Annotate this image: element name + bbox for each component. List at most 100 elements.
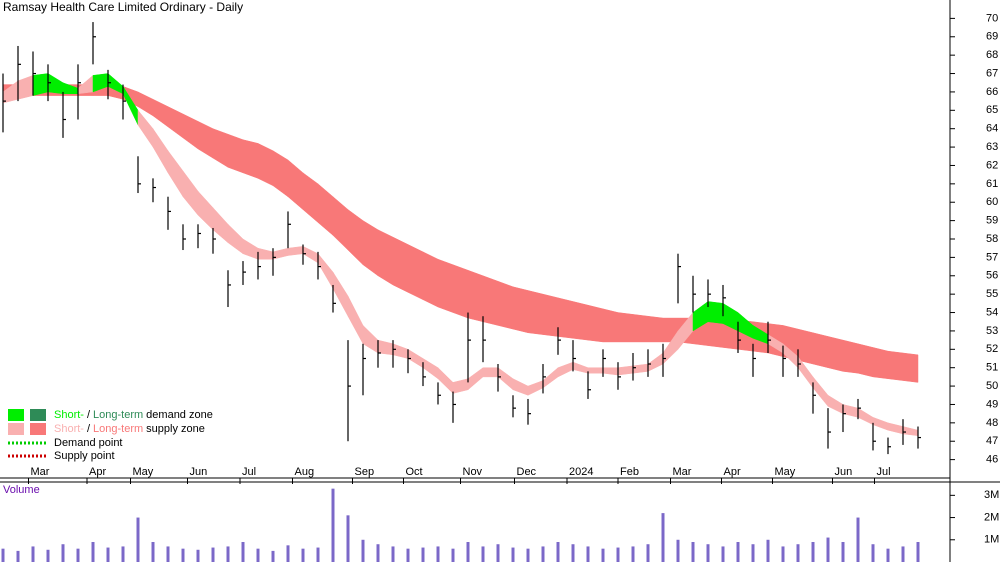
long-term-band <box>827 336 844 372</box>
volume-bar <box>16 550 20 562</box>
volume-bar <box>526 548 530 562</box>
y-tick-label: 49 <box>986 398 998 410</box>
y-tick-label: 66 <box>986 86 998 98</box>
volume-bar <box>586 546 590 562</box>
legend-swatch <box>8 409 24 421</box>
x-tick-label: Sep <box>355 466 375 478</box>
long-term-band <box>647 315 664 343</box>
long-term-band <box>557 297 574 339</box>
long-term-band <box>422 251 439 308</box>
long-term-band <box>872 347 889 380</box>
short-term-band <box>707 301 724 324</box>
volume-bar <box>316 547 320 562</box>
volume-bar <box>901 546 905 562</box>
long-term-band <box>602 308 619 343</box>
long-term-band <box>497 280 514 330</box>
short-term-band <box>482 367 499 378</box>
volume-bar <box>301 548 305 562</box>
volume-bar <box>181 548 185 562</box>
y-tick-label: 64 <box>986 123 998 135</box>
x-tick-label: Apr <box>89 466 106 478</box>
y-tick-label: 59 <box>986 215 998 227</box>
x-tick-label: Aug <box>295 466 315 478</box>
legend-text: / <box>87 409 91 421</box>
volume-bar <box>136 517 140 562</box>
long-term-band <box>902 352 919 383</box>
short-term-band <box>587 367 604 374</box>
y-tick-label: 62 <box>986 159 998 171</box>
y-tick-label: 50 <box>986 380 998 392</box>
long-term-band <box>857 343 874 378</box>
long-term-band <box>467 269 484 323</box>
volume-bar <box>541 546 545 562</box>
y-tick-label: 60 <box>986 196 998 208</box>
long-term-band <box>797 328 814 365</box>
long-term-band <box>842 339 859 374</box>
volume-bar <box>271 550 275 562</box>
volume-bar <box>76 548 80 562</box>
x-tick-label: May <box>775 466 796 478</box>
volume-bar <box>886 548 890 562</box>
long-term-band <box>887 350 904 381</box>
x-tick-label: Jul <box>242 466 256 478</box>
volume-bar <box>481 546 485 562</box>
y-tick-label: 61 <box>986 178 998 190</box>
volume-bar <box>391 546 395 562</box>
volume-bar <box>706 544 710 562</box>
y-tick-label: 52 <box>986 343 998 355</box>
volume-bar <box>1 548 5 562</box>
volume-tick-label: 2M <box>984 511 999 523</box>
y-tick-label: 53 <box>986 325 998 337</box>
long-term-band <box>407 244 424 301</box>
x-tick-label: Jun <box>190 466 208 478</box>
volume-bar <box>646 544 650 562</box>
volume-bar <box>871 544 875 562</box>
volume-bar <box>796 544 800 562</box>
volume-bar <box>436 546 440 562</box>
long-term-band <box>482 275 499 326</box>
y-tick-label: 68 <box>986 49 998 61</box>
y-tick-label: 55 <box>986 288 998 300</box>
y-tick-label: 58 <box>986 233 998 245</box>
volume-bar <box>196 549 200 562</box>
x-tick-label: Oct <box>406 466 423 478</box>
x-tick-label: Feb <box>620 466 639 478</box>
long-term-band <box>587 304 604 343</box>
x-tick-label: May <box>133 466 154 478</box>
volume-label: Volume <box>3 484 40 496</box>
y-tick-label: 46 <box>986 454 998 466</box>
legend-entry: Demand point <box>54 437 123 449</box>
legend-text: Short- <box>54 423 84 435</box>
long-term-band <box>572 301 589 341</box>
volume-bar <box>346 515 350 562</box>
legend-text: Long-term <box>93 423 143 435</box>
y-tick-label: 48 <box>986 417 998 429</box>
long-term-band <box>257 142 274 187</box>
volume-bar <box>676 539 680 562</box>
long-term-band <box>452 264 469 319</box>
volume-bar <box>406 548 410 562</box>
volume-bar <box>856 517 860 562</box>
volume-tick-label: 1M <box>984 534 999 546</box>
volume-bar <box>226 546 230 562</box>
volume-bar <box>496 544 500 562</box>
volume-bar <box>766 539 770 562</box>
volume-bar <box>151 542 155 562</box>
y-tick-label: 69 <box>986 31 998 43</box>
volume-bar <box>721 546 725 562</box>
long-term-band <box>542 293 559 337</box>
y-tick-label: 54 <box>986 306 998 318</box>
x-tick-label: 2024 <box>569 466 593 478</box>
short-term-band <box>617 365 634 376</box>
volume-bar <box>121 546 125 562</box>
y-tick-label: 67 <box>986 67 998 79</box>
volume-bar <box>331 488 335 562</box>
volume-bar <box>106 547 110 562</box>
short-term-band <box>632 363 649 374</box>
volume-bar <box>616 547 620 562</box>
y-tick-label: 47 <box>986 435 998 447</box>
legend-text: supply zone <box>146 423 205 435</box>
volume-bar <box>421 547 425 562</box>
